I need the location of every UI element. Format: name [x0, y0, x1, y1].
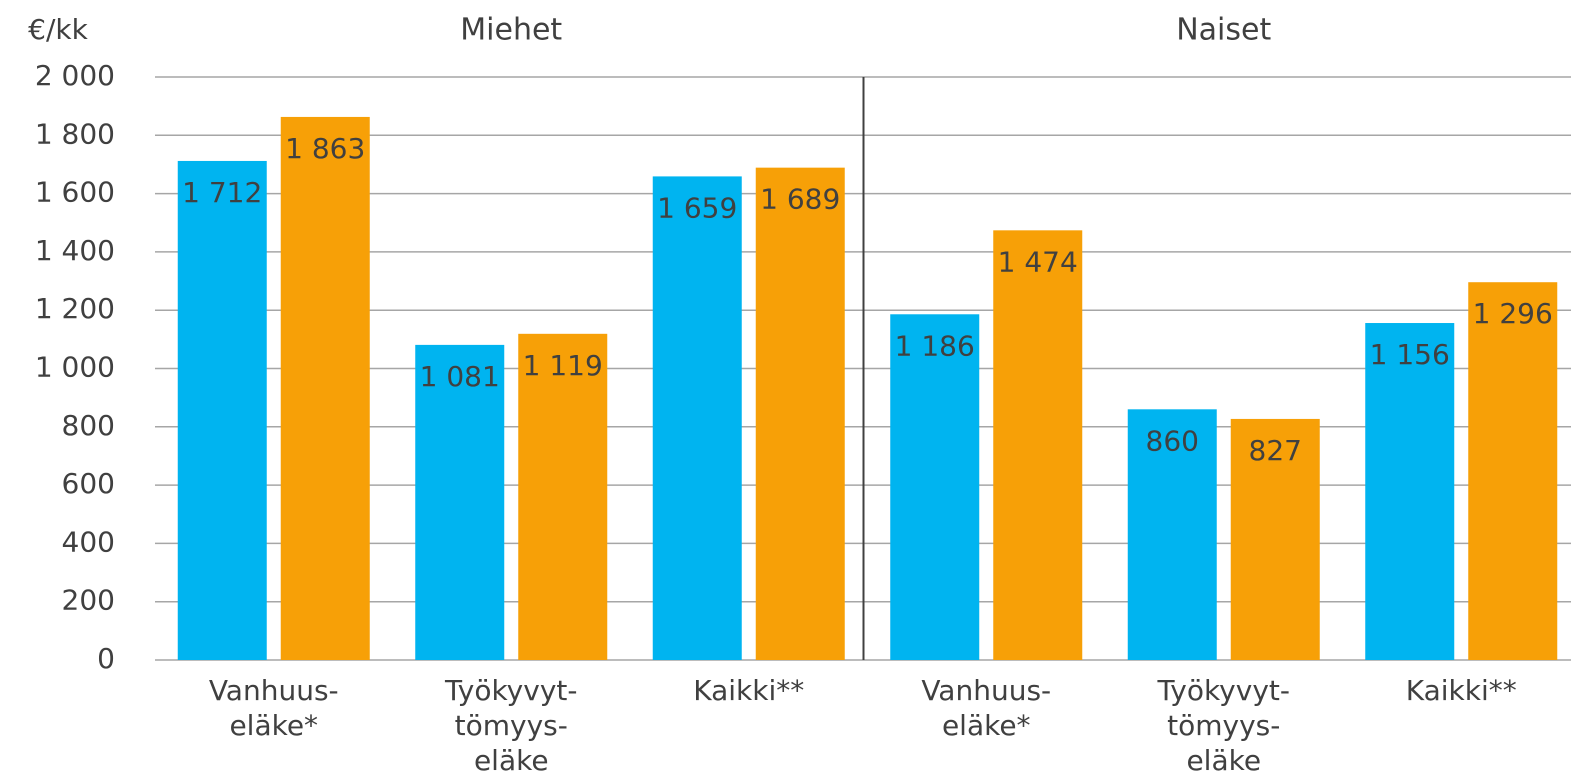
value-label: 827: [1249, 434, 1302, 467]
bar: [518, 333, 608, 660]
x-tick-label: eläke: [474, 744, 549, 777]
x-tick-label: Kaikki**: [693, 674, 804, 707]
bar: [993, 230, 1083, 661]
value-label: 1 156: [1370, 338, 1450, 371]
x-tick-label: tömyys-: [1167, 709, 1280, 742]
y-tick-label: 600: [62, 467, 115, 500]
x-tick-label: Työkyvyt-: [1157, 674, 1290, 707]
bar: [1468, 282, 1558, 660]
x-tick-label: Vanhuus-: [209, 674, 339, 707]
value-label: 1 474: [998, 245, 1078, 278]
y-tick-label: 1 600: [35, 176, 115, 209]
y-tick-label: 2 000: [35, 59, 115, 92]
y-tick-label: 0: [97, 642, 115, 675]
x-tick-label: Vanhuus-: [921, 674, 1051, 707]
value-label: 1 712: [182, 176, 262, 209]
bar: [890, 314, 980, 660]
x-tick-label: Työkyvyt-: [444, 674, 577, 707]
bar: [1365, 323, 1455, 660]
x-tick-label: Kaikki**: [1406, 674, 1517, 707]
value-label: 1 119: [523, 349, 603, 382]
bar: [280, 116, 370, 661]
y-tick-label: 1 800: [35, 117, 115, 150]
y-tick-label: 1 400: [35, 234, 115, 267]
y-tick-label: 400: [62, 525, 115, 558]
value-label: 1 659: [657, 191, 737, 224]
value-label: 1 863: [285, 132, 365, 165]
y-tick-label: 1 200: [35, 292, 115, 325]
value-label: 1 296: [1473, 297, 1553, 330]
bar: [415, 344, 505, 660]
bar: [755, 167, 845, 660]
value-label: 860: [1146, 424, 1199, 457]
y-tick-label: 200: [62, 584, 115, 617]
bar: [1127, 409, 1217, 660]
y-axis-label: €/kk: [28, 13, 88, 46]
value-label: 1 186: [895, 329, 975, 362]
group-label: Naiset: [1176, 13, 1271, 48]
x-tick-label: tömyys-: [455, 709, 568, 742]
bar: [652, 176, 742, 661]
bar: [177, 160, 267, 660]
group-label: Miehet: [460, 13, 562, 48]
x-tick-label: eläke*: [229, 709, 318, 742]
value-label: 1 081: [420, 360, 500, 393]
y-tick-label: 800: [62, 409, 115, 442]
x-tick-label: eläke: [1186, 744, 1261, 777]
value-label: 1 689: [760, 183, 840, 216]
x-tick-label: eläke*: [942, 709, 1031, 742]
bar: [1230, 418, 1320, 660]
y-tick-label: 1 000: [35, 351, 115, 384]
